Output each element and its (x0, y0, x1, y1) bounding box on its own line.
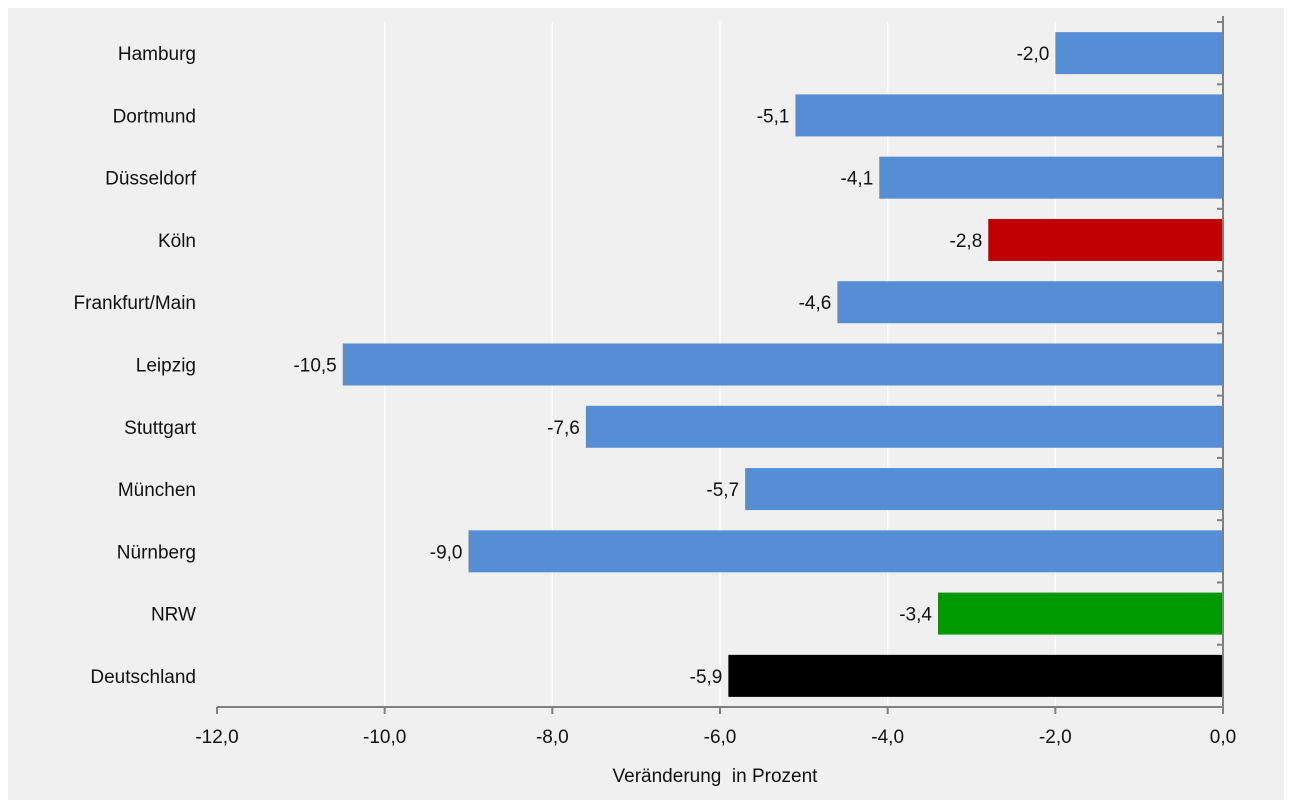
value-label: -5,9 (690, 667, 723, 688)
tick-labels: -12,0 -10,0 -8,0 -6,0 -4,0 -2,0 0,0 (195, 727, 1236, 748)
axes (216, 16, 1224, 714)
bars (342, 32, 1223, 697)
x-axis-label: Veränderung in Prozent (613, 766, 819, 787)
category-label: Dortmund (113, 106, 196, 127)
x-tick-label: -4,0 (871, 727, 904, 748)
category-label: Nürnberg (117, 542, 196, 563)
x-tick-label: -6,0 (704, 727, 737, 748)
value-label: -7,6 (547, 418, 580, 439)
category-label: Stuttgart (124, 418, 197, 439)
category-label: Frankfurt/Main (74, 293, 196, 314)
value-label: -10,5 (293, 356, 336, 377)
category-labels: Hamburg Dortmund Düsseldorf Köln Frankfurt/M… (74, 44, 197, 688)
bar-düsseldorf (879, 156, 1223, 199)
value-label: -3,4 (899, 605, 932, 626)
x-tick-label: 0,0 (1210, 727, 1236, 748)
value-label: -2,8 (950, 231, 983, 252)
value-label: -5,1 (757, 106, 790, 127)
category-label: München (118, 480, 196, 501)
bar-leipzig (342, 343, 1223, 386)
x-tick-label: -8,0 (536, 727, 569, 748)
bar-münchen (745, 468, 1223, 511)
value-label: -2,0 (1017, 44, 1050, 65)
bar-stuttgart (585, 405, 1223, 448)
bar-nürnberg (468, 530, 1223, 573)
value-label: -5,7 (706, 480, 739, 501)
bar-köln (988, 218, 1223, 261)
x-tick-label: -10,0 (363, 727, 406, 748)
value-label: -4,6 (799, 293, 832, 314)
bar-frankfurt-main (837, 281, 1223, 324)
bar-deutschland (728, 654, 1223, 697)
bar-nrw (937, 592, 1223, 635)
category-label: NRW (151, 605, 196, 626)
category-label: Leipzig (136, 356, 196, 377)
bar-hamburg (1055, 32, 1223, 75)
value-label: -9,0 (430, 542, 463, 563)
x-tick-label: -12,0 (195, 727, 238, 748)
value-label: -4,1 (841, 169, 874, 190)
category-label: Düsseldorf (105, 169, 197, 190)
category-label: Hamburg (118, 44, 196, 65)
x-tick-label: -2,0 (1039, 727, 1072, 748)
value-labels: -2,0 -5,1 -4,1 -2,8 -4,6 -10,5 -7,6 -5,7 -9,0 -3,… (293, 44, 1049, 688)
category-label: Deutschland (90, 667, 196, 688)
bar-dortmund (795, 94, 1223, 137)
category-label: Köln (158, 231, 196, 252)
